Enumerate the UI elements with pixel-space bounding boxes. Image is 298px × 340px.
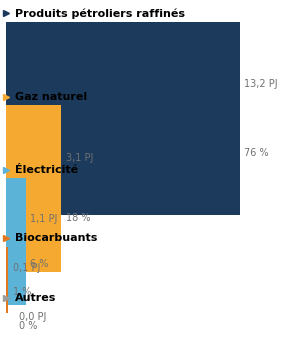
Text: Produits pétroliers raffinés: Produits pétroliers raffinés [15, 8, 185, 19]
Text: Autres: Autres [15, 293, 56, 303]
Bar [7, 246, 8, 313]
Text: 6 %: 6 % [30, 259, 49, 269]
Text: 0 %: 0 % [19, 321, 38, 331]
Text: Biocarbuants: Biocarbuants [15, 233, 97, 243]
Text: 76 %: 76 % [244, 148, 269, 158]
Text: 0,0 PJ: 0,0 PJ [19, 311, 46, 322]
Text: Électricité: Électricité [15, 165, 78, 175]
Text: Gaz naturel: Gaz naturel [15, 92, 87, 102]
Text: 3,1 PJ: 3,1 PJ [66, 153, 93, 163]
Text: 18 %: 18 % [66, 213, 90, 223]
Bar [7, 105, 61, 272]
Text: 13,2 PJ: 13,2 PJ [244, 79, 278, 88]
Text: 1,1 PJ: 1,1 PJ [30, 214, 58, 224]
Text: 1 %: 1 % [13, 287, 31, 297]
Text: 0,1 PJ: 0,1 PJ [13, 263, 40, 273]
Bar [7, 22, 240, 215]
Bar [7, 178, 26, 305]
